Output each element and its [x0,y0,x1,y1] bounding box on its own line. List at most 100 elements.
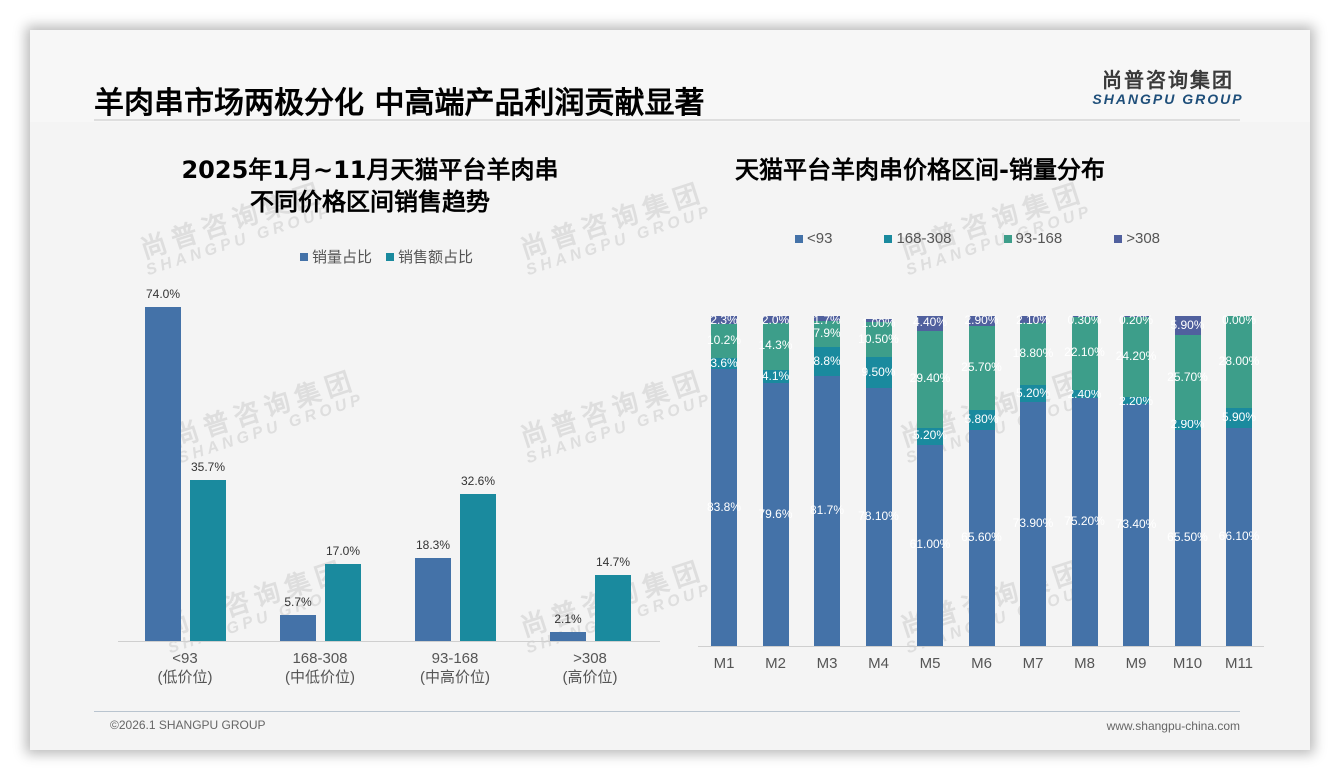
segment-93-168: 18.80% [1013,322,1053,385]
right-chart-title: 天猫平台羊肉串价格区间-销量分布 [735,156,1105,184]
bar-volume [280,615,316,641]
segment-value-label: 73.90% [1012,516,1054,531]
segment-168-308: 3.6% [710,356,737,370]
segment-168-308: 4.1% [762,369,789,384]
segment-93-168: 29.40% [910,330,950,428]
segment-value-label: 4.1% [761,368,790,383]
segment-<93: 83.8% [707,369,741,646]
segment-value-label: 5.90% [1170,317,1205,332]
segment-value-label: 2.20% [1118,393,1154,408]
segment-value-label: 10.50% [858,331,899,346]
segment-value-label: 0.30% [1067,313,1102,328]
stacked-bar-M1: 83.8% 3.6% 10.2% 2.3% [707,313,741,646]
x-category-label: 93-168 (中高价位) [420,650,490,686]
stacked-bar-M5: 61.00% 5.20% 29.40% 4.40% [910,315,950,646]
bar-value-label: 17.0% [325,544,361,559]
bar-volume [145,307,181,641]
segment-value-label: 0.20% [1118,313,1154,328]
bar-value-label: 32.6% [460,473,496,488]
legend-swatch-icon [386,252,395,261]
segment-value-label: 14.3% [758,338,793,353]
bar-value-label: 18.3% [415,538,451,553]
month-label: M8 [1074,655,1095,672]
segment-value-label: 7.9% [813,326,841,341]
segment-value-label: 24.20% [1115,348,1157,363]
segment->308: 2.10% [1016,313,1050,327]
legend-item-volume: 销量占比 [300,246,372,267]
segment-value-label: 5.80% [964,411,999,426]
segment-value-label: 2.40% [1067,386,1102,401]
x-category-label: 168-308 (中低价位) [285,650,355,686]
segment-value-label: 65.60% [961,529,1002,544]
segment-value-label: 5.20% [1015,385,1051,400]
month-label: M1 [713,655,735,672]
segment->308: 5.90% [1170,316,1205,336]
segment-value-label: 2.0% [761,313,790,328]
segment-value-label: 3.6% [710,355,738,370]
segment->308: 0.20% [1119,313,1153,327]
slide: 羊肉串市场两极分化 中高端产品利润贡献显著 尚普咨询集团 SHANGPU GRO… [30,30,1310,750]
stacked-bar-M4: 78.10% 9.50% 10.50% 1.00% [858,316,899,646]
bar-value-label: 74.0% [145,287,181,301]
bar-revenue [460,493,496,641]
page-title: 羊肉串市场两极分化 中高端产品利润贡献显著 [94,86,705,121]
segment-value-label: 2.90% [1170,417,1205,432]
segment-<93: 65.50% [1167,429,1208,646]
segment-93-168: 22.10% [1064,317,1105,390]
segment-value-label: 29.40% [909,371,951,386]
segment-value-label: 79.6% [758,506,793,521]
segment-value-label: 61.00% [909,537,951,552]
segment-value-label: 2.3% [710,313,738,328]
month-label: M9 [1125,655,1147,672]
segment-value-label: 25.70% [961,359,1002,374]
segment->308: 4.40% [913,315,947,331]
segment-<93: 73.90% [1013,402,1053,646]
legend-swatch-icon [1114,234,1123,243]
segment-168-308: 5.20% [1016,384,1050,403]
segment->308: 1.00% [861,316,895,330]
segment-value-label: 8.8% [813,353,841,368]
segment-value-label: 10.2% [706,332,742,347]
stacked-bar-M9: 73.40% 2.20% 24.20% 0.20% [1116,313,1156,646]
segment-value-label: 25.70% [1167,369,1208,384]
segment-value-label: 4.40% [912,315,948,330]
month-label: M7 [1022,655,1044,672]
stacked-bar-M2: 79.6% 4.1% 14.3% 2.0% [758,313,793,646]
stacked-bar-M7: 73.90% 5.20% 18.80% 2.10% [1013,313,1053,646]
bar-revenue [595,574,631,641]
segment-value-label: 73.40% [1115,516,1157,531]
legend-swatch-icon [884,234,893,243]
legend-item-revenue: 销售额占比 [386,246,473,267]
segment-<93: 75.20% [1064,397,1105,646]
stacked-bar-M3: 81.7% 8.8% 7.9% 1.7% [810,313,844,646]
legend-swatch-icon [300,252,308,261]
footer-website: www.shangpu-china.com [1106,719,1240,733]
segment-value-label: 2.10% [1015,313,1051,328]
segment-93-168: 25.70% [961,325,1002,411]
segment-93-168: 7.9% [813,321,841,348]
segment-<93: 66.10% [1219,427,1259,646]
legend-item-168-308: 168-308 [884,230,952,247]
segment-value-label: 9.50% [861,364,896,379]
segment-value-label: 75.20% [1064,513,1105,528]
bar-revenue [325,564,361,641]
month-label: M2 [765,655,786,672]
segment-168-308: 2.90% [1170,417,1204,431]
month-label: M10 [1172,655,1203,672]
segment-value-label: 0.00% [1221,313,1257,327]
segment-168-308: 5.20% [913,427,947,445]
month-label: M3 [816,655,838,672]
stacked-bar-M8: 75.20% 2.40% 22.10% 0.30% [1064,313,1105,646]
month-label: M5 [919,655,941,672]
segment-93-168: 24.20% [1116,316,1156,397]
stacked-bar-M11: 66.10% 5.90% 28.00% 0.00% [1219,313,1259,646]
legend-item-lt93: <93 [795,230,832,247]
left-chart-legend: 销量占比 销售额占比 [300,246,487,267]
segment-value-label: 18.80% [1012,345,1054,360]
bar-volume [415,558,451,641]
footer-copyright: ©2026.1 SHANGPU GROUP [110,718,266,732]
segment-<93: 79.6% [758,383,793,646]
bar-value-label: 5.7% [284,595,312,610]
